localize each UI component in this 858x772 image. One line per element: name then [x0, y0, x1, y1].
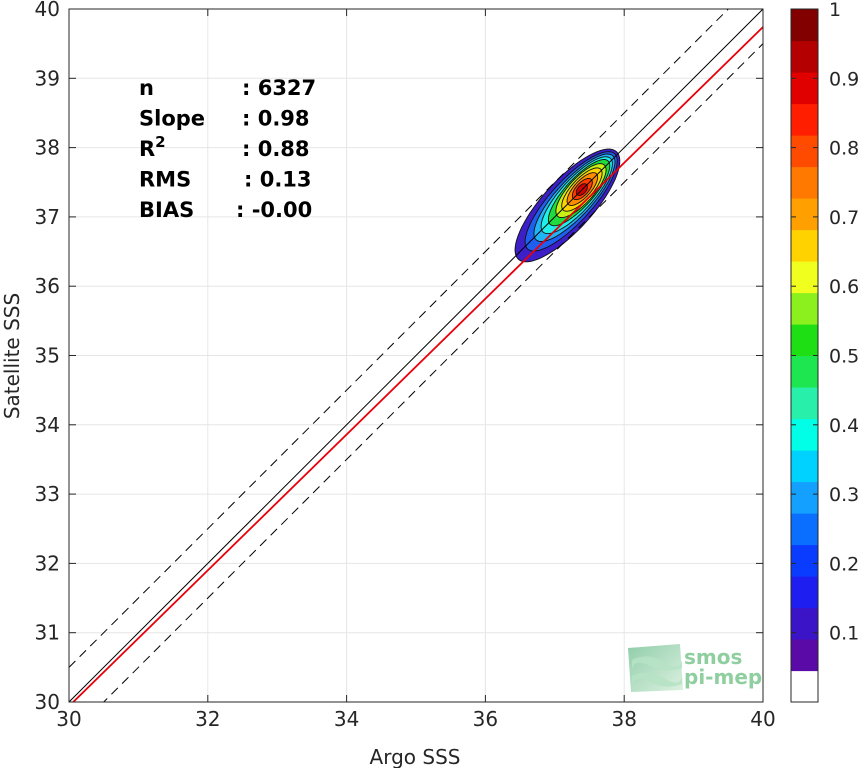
stat-value: : 0.88	[242, 137, 310, 161]
stat-label: n	[139, 76, 154, 100]
stat-label: Slope	[139, 107, 205, 131]
y-tick-label: 31	[35, 621, 60, 645]
lower-bound-line	[102, 43, 763, 702]
stat-label: BIAS	[139, 198, 194, 222]
x-tick-label: 36	[473, 707, 498, 731]
grid	[68, 8, 764, 703]
y-tick-label: 30	[35, 690, 60, 714]
colorbar-segment	[791, 544, 818, 577]
colorbar-tick-label: 0.2	[829, 553, 858, 575]
y-axis-label: Satellite SSS	[0, 293, 24, 419]
y-tick-label: 36	[35, 274, 60, 298]
stat-value: : -0.00	[236, 198, 312, 222]
x-axis-label: Argo SSS	[370, 745, 461, 768]
colorbar-segment	[791, 40, 818, 73]
smos-pi-mep-logo: smos pi-mep	[628, 644, 762, 692]
colorbar-segment	[791, 229, 818, 262]
colorbar-tick-label: 0.9	[829, 68, 858, 90]
colorbar-tick-label: 0.4	[829, 415, 858, 437]
axes: 30 32 34 36 38 40 30 31 32 33 34 35 36 37 38 39 40	[35, 0, 776, 731]
x-tick-label: 32	[195, 707, 220, 731]
y-tick-label: 39	[35, 66, 60, 90]
y-tick-label: 35	[35, 344, 60, 368]
colorbar-segment	[791, 513, 818, 546]
x-tick-label: 30	[56, 707, 81, 731]
colorbar-segment	[791, 9, 818, 42]
stat-label: RMS	[139, 168, 191, 192]
colorbar-segment	[791, 639, 818, 672]
stat-value: : 6327	[242, 76, 316, 100]
logo-icon	[628, 644, 683, 692]
colorbar-tick-label: 0.6	[829, 276, 858, 298]
y-tick-label: 34	[35, 413, 60, 437]
colorbar-segment	[791, 670, 818, 703]
colorbar-segment	[791, 418, 818, 451]
x-tick-label: 40	[750, 707, 775, 731]
colorbar-tick-label: 0.3	[829, 484, 858, 506]
colorbar-segment	[791, 481, 818, 514]
colorbar-segment	[791, 292, 818, 325]
stat-value: : 0.98	[242, 107, 310, 131]
upper-bound-line	[69, 9, 730, 668]
colorbar-tick-label: 0.5	[829, 346, 858, 368]
y-tick-label: 32	[35, 551, 60, 575]
logo-text-pi-mep: pi-mep	[684, 665, 762, 689]
colorbar-segment	[791, 355, 818, 388]
x-tick-label: 38	[611, 707, 636, 731]
colorbar-segment	[791, 72, 818, 105]
colorbar-segment	[791, 198, 818, 231]
colorbar-tick-label: 0.8	[829, 138, 858, 160]
colorbar-segment	[791, 450, 818, 483]
stat-value: : 0.13	[244, 168, 312, 192]
colorbar-tick-label: 0.7	[829, 207, 858, 229]
x-tick-label: 34	[334, 707, 359, 731]
reference-lines	[69, 9, 763, 702]
y-tick-label: 37	[35, 205, 60, 229]
colorbar-segment	[791, 387, 818, 420]
y-tick-label: 40	[35, 0, 60, 21]
colorbar-segment	[791, 324, 818, 357]
regression-line	[71, 26, 763, 702]
colorbar-segment	[791, 166, 818, 199]
colorbar: 0.1 0.2 0.3 0.4 0.5 0.6 0.7 0.8 0.9 1	[790, 0, 858, 703]
colorbar-segment	[791, 576, 818, 609]
y-tick-label: 38	[35, 136, 60, 160]
colorbar-tick-label: 0.1	[829, 623, 858, 645]
colorbar-segment	[791, 135, 818, 168]
colorbar-segment	[791, 103, 818, 136]
colorbar-tick-label: 1	[829, 0, 841, 21]
y-tick-label: 33	[35, 482, 60, 506]
colorbar-segment	[791, 607, 818, 640]
logo-text-smos: smos	[684, 645, 742, 669]
identity-line	[69, 9, 763, 702]
colorbar-segment	[791, 261, 818, 294]
